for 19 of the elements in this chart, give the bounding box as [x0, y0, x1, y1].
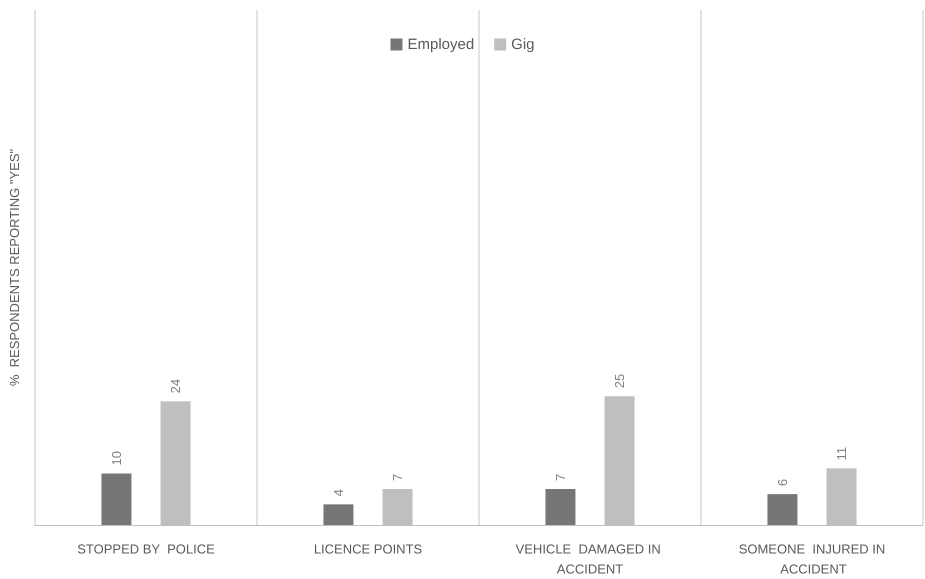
- x-tick-label: STOPPED BY POLICE: [77, 542, 216, 556]
- bar: [767, 494, 798, 525]
- data-label: 24: [168, 378, 184, 394]
- data-label: 4: [330, 489, 346, 496]
- data-label: 7: [390, 474, 406, 481]
- data-label: 10: [108, 451, 124, 466]
- data-label: 6: [774, 478, 790, 486]
- bar: [101, 474, 132, 525]
- x-tick-label: SOMEONE INJURED IN ACCIDENT: [738, 542, 886, 576]
- data-label: 11: [834, 446, 850, 460]
- data-label: 25: [612, 374, 628, 388]
- bar: [323, 504, 354, 525]
- legend-label: Employed: [407, 36, 474, 53]
- x-tick-label: LICENCE POINTS: [314, 542, 423, 556]
- data-label: 7: [552, 474, 568, 481]
- y-axis-title: % RESPONDENTS REPORTING "YES": [7, 148, 22, 386]
- x-tick-label: VEHICLE DAMAGED IN ACCIDENT: [516, 542, 664, 576]
- legend-label: Gig: [511, 36, 535, 53]
- bar: [545, 488, 576, 525]
